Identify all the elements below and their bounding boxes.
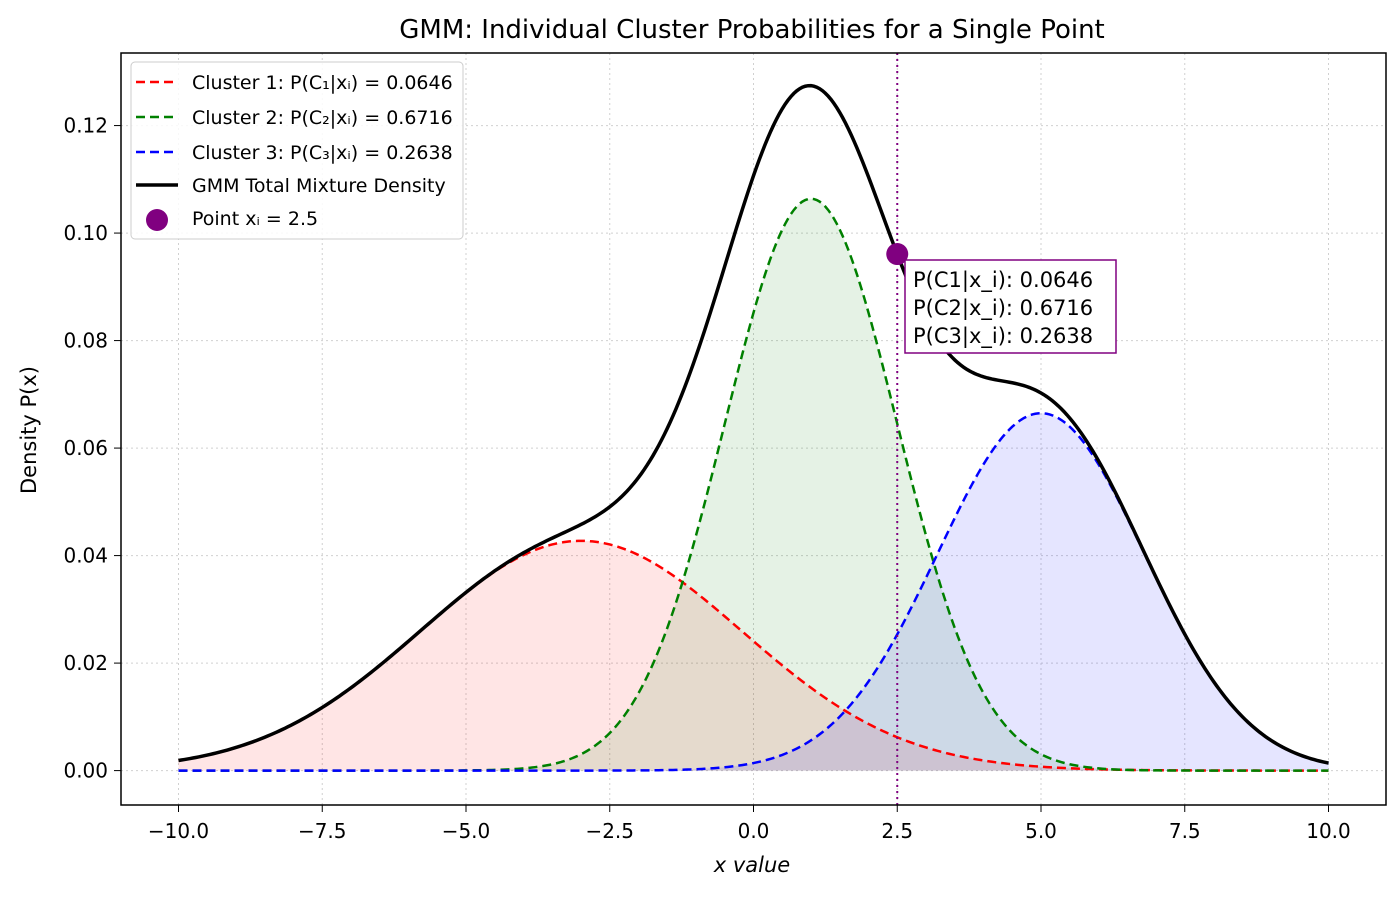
- legend-label-point: Point xᵢ = 2.5: [192, 208, 318, 230]
- y-tick-label: 0.12: [63, 114, 108, 138]
- line-mixture-total: [178, 83, 1329, 765]
- y-axis-label: Density P(x): [17, 366, 41, 494]
- annotation-box: P(C1|x_i): 0.0646 P(C2|x_i): 0.6716 P(C3…: [904, 259, 1117, 354]
- legend-label-cluster-2: Cluster 2: P(C₂|xᵢ) = 0.6716: [192, 107, 453, 129]
- axis-ticks: −10.0 −7.5 −5.0 −2.5 0.0 2.5 5.0 7.5 10.0 0.00 0.0…: [63, 114, 1350, 843]
- y-tick-label: 0.04: [63, 544, 108, 568]
- component-fills: [178, 198, 1329, 771]
- y-tick-label: 0.02: [63, 651, 108, 675]
- x-tick-label: 7.5: [1169, 819, 1201, 843]
- legend-box: [130, 61, 464, 240]
- y-tick-label: 0.00: [63, 759, 108, 783]
- fill-cluster-2: [178, 198, 1329, 771]
- legend-label-mixture: GMM Total Mixture Density: [192, 175, 446, 197]
- y-tick-label: 0.08: [63, 329, 108, 353]
- annotation-line-3: P(C3|x_i): 0.2638: [913, 324, 1093, 349]
- x-tick-label: −5.0: [442, 819, 491, 843]
- fill-cluster-3: [178, 413, 1329, 771]
- x-tick-label: 2.5: [881, 819, 913, 843]
- data-point-marker: [886, 243, 909, 266]
- y-tick-label: 0.06: [63, 436, 108, 460]
- legend-label-cluster-3: Cluster 3: P(C₃|xᵢ) = 0.2638: [192, 142, 453, 164]
- x-tick-label: 5.0: [1025, 819, 1057, 843]
- series-lines: [178, 83, 1329, 772]
- x-tick-label: −10.0: [148, 819, 209, 843]
- line-cluster-2: [178, 197, 1329, 772]
- annotation-line-2: P(C2|x_i): 0.6716: [913, 296, 1093, 321]
- x-tick-label: −2.5: [585, 819, 634, 843]
- legend: Cluster 1: P(C₁|xᵢ) = 0.0646 Cluster 2: …: [130, 61, 464, 240]
- x-tick-label: −7.5: [298, 819, 347, 843]
- annotation-line-1: P(C1|x_i): 0.0646: [913, 268, 1093, 293]
- fill-cluster-1: [178, 540, 1329, 771]
- x-tick-label: 0.0: [738, 819, 770, 843]
- y-tick-label: 0.10: [63, 221, 108, 245]
- x-axis-label: x value: [713, 853, 790, 877]
- chart-title: GMM: Individual Cluster Probabilities fo…: [399, 15, 1105, 45]
- x-tick-label: 10.0: [1306, 819, 1351, 843]
- annotation-border: [904, 259, 1117, 354]
- legend-label-cluster-1: Cluster 1: P(C₁|xᵢ) = 0.0646: [192, 72, 453, 94]
- legend-swatch-point: [146, 209, 168, 231]
